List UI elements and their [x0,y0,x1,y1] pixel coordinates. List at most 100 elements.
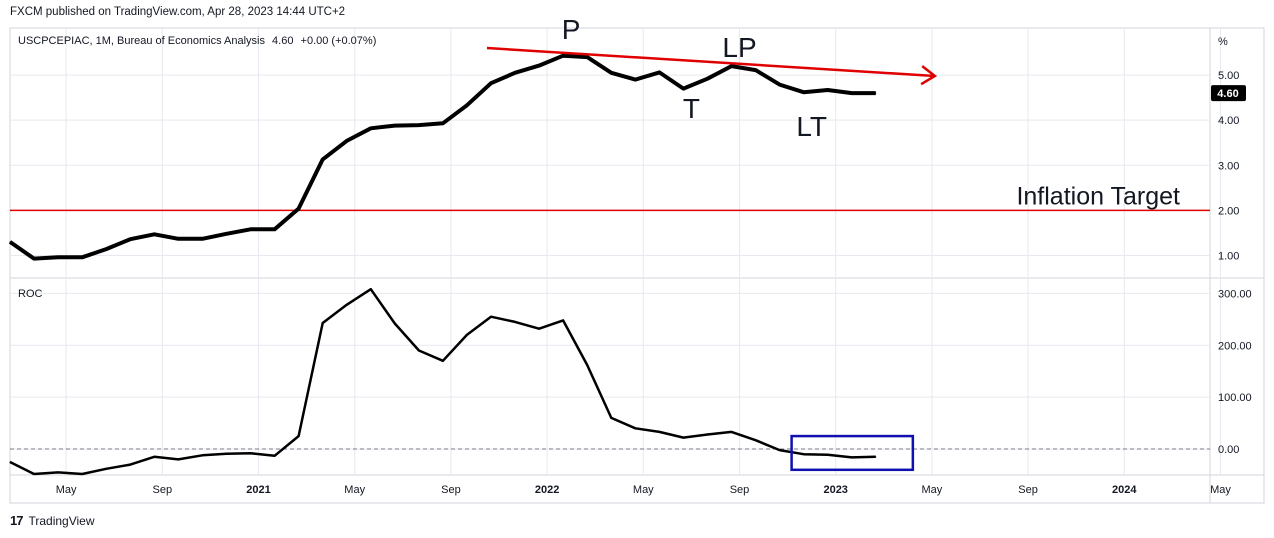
roc-data-point [538,328,540,330]
roc-data-point [177,458,179,460]
roc-data-point [634,427,636,429]
x-tick-label: May [1210,484,1231,496]
roc-data-point [706,434,708,436]
y-tick-label: 2.00 [1218,205,1239,217]
roc-legend: ROC [18,288,43,300]
roc-data-point [779,449,781,451]
y-tick-label: 0.00 [1218,444,1239,456]
roc-data-point [803,453,805,455]
x-tick-label: 2023 [823,484,847,496]
roc-data-point [33,473,35,475]
pce-data-point [394,125,396,127]
pce-series-line [8,53,876,261]
roc-data-point [394,322,396,324]
roc-data-point [466,334,468,336]
roc-data-point [274,455,276,457]
pce-data-point [201,238,203,240]
pce-data-point [706,78,708,80]
pce-data-point [105,248,107,250]
roc-data-point [250,452,251,454]
pce-data-point [562,55,564,57]
pce-data-point [610,72,612,74]
roc-data-point [153,456,155,458]
x-tick-label: May [922,484,943,496]
footer-brand[interactable]: TradingView [28,513,95,528]
gridlines [10,28,1221,475]
roc-data-point [682,437,684,439]
roc-series-line [9,287,876,476]
pce-data-point [682,88,684,90]
roc-data-point [105,468,107,470]
x-tick-label: May [633,484,654,496]
pce-data-point [658,71,660,73]
y-tick-label: 4.00 [1218,115,1239,127]
trend-arrow-head [920,65,938,86]
roc-data-point [827,454,829,456]
tradingview-logo-icon[interactable]: 17 [10,513,24,528]
pce-data-point [875,92,877,94]
pce-data-point [779,84,781,86]
roc-data-point [514,321,516,323]
roc-data-point [658,431,660,433]
pce-data-point [298,208,300,210]
annotation-label: P [562,14,581,45]
pce-data-point [755,69,757,71]
chart-border [9,27,1265,504]
x-tick-label: Sep [153,484,173,496]
roc-data-point [418,349,420,351]
pce-data-point [490,82,492,84]
pce-data-point [586,56,588,58]
pce-data-point [33,258,35,260]
pce-data-point [370,127,372,129]
roc-data-point [490,316,492,318]
pce-data-point [442,122,444,124]
pce-data-point [731,65,732,67]
pce-panel: Inflation Target P LP T LT [8,14,1210,261]
highlight-box [790,434,915,472]
main-legend-value: 4.60 [272,35,294,47]
y-tick-label: 1.00 [1218,250,1239,262]
pce-data-point [418,124,420,126]
pce-data-point [177,238,179,240]
axes: May Sep 2021 May Sep 2022 May Sep 2023 May Sep 2024… [56,36,1252,496]
roc-data-point [562,319,564,321]
pce-data-point [538,65,540,67]
y-tick-label: 300.00 [1218,288,1252,300]
pce-data-point [634,79,636,81]
x-tick-label: Sep [1018,484,1038,496]
x-tick-label: Sep [730,484,750,496]
chart-publish-header: FXCM published on TradingView.com, Apr 2… [10,6,346,18]
pce-data-point [153,233,155,235]
last-value-badge [1211,85,1246,102]
annotation-label: LP [722,32,756,63]
y-tick-label: 3.00 [1218,160,1239,172]
roc-data-point [9,461,11,463]
x-tick-label: Sep [441,484,461,496]
pce-data-point [827,89,829,91]
y-tick-label: 200.00 [1218,340,1252,352]
pce-data-point [274,228,276,230]
roc-data-point [442,360,444,362]
roc-data-point [731,431,732,433]
roc-data-point [586,364,588,366]
pce-data-point [129,238,131,240]
roc-data-point [225,453,227,455]
roc-data-point [610,417,612,419]
roc-data-point [851,456,853,458]
x-tick-label: 2021 [246,484,270,496]
roc-data-point [81,473,83,475]
trend-line [486,46,935,78]
x-tick-label: May [56,484,77,496]
roc-data-point [298,435,300,437]
annotation-label: T [683,93,700,124]
unit-label: % [1218,36,1228,48]
annotation-label: LT [796,111,827,142]
pce-data-point [466,104,468,106]
pce-data-point [250,228,251,230]
pce-data-point [851,92,853,94]
pce-data-point [225,233,227,235]
roc-data-point [322,322,324,324]
y-tick-label: 5.00 [1218,70,1239,82]
pce-data-point [81,256,83,258]
